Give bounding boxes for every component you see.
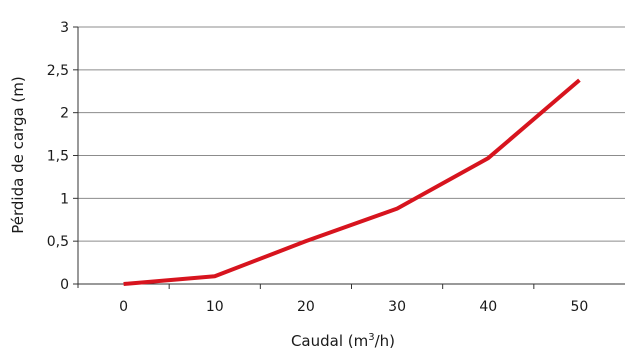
gridlines xyxy=(78,26,625,242)
x-tick-labels: 0 10 20 30 40 50 xyxy=(119,299,588,315)
x-axis-title: Caudal (m3/h) xyxy=(291,332,395,349)
axes xyxy=(73,26,625,289)
x-tick-label: 30 xyxy=(388,299,406,315)
x-tick-label: 20 xyxy=(297,299,315,315)
y-tick-label: 2,5 xyxy=(47,63,69,79)
x-tick-label: 50 xyxy=(571,299,589,315)
y-tick-label: 1,5 xyxy=(47,149,69,165)
y-axis-title: Pérdida de carga (m) xyxy=(9,76,27,233)
y-tick-labels: 0 0,5 1 1,5 2 2,5 3 xyxy=(47,20,69,293)
x-axis-title-suffix: /h) xyxy=(375,332,395,349)
y-tick-label: 0,5 xyxy=(47,234,69,250)
series-layer xyxy=(123,78,581,286)
x-axis-title-superscript: 3 xyxy=(368,332,374,343)
y-tick-label: 3 xyxy=(60,20,69,36)
x-tick-label: 0 xyxy=(119,299,128,315)
x-tick-label: 40 xyxy=(479,299,497,315)
x-tick-label: 10 xyxy=(206,299,224,315)
x-axis-title-main: Caudal (m xyxy=(291,332,368,349)
y-tick-label: 0 xyxy=(60,277,69,293)
y-tick-label: 2 xyxy=(60,106,69,122)
y-tick-label: 1 xyxy=(60,191,69,207)
series-line xyxy=(123,78,581,286)
